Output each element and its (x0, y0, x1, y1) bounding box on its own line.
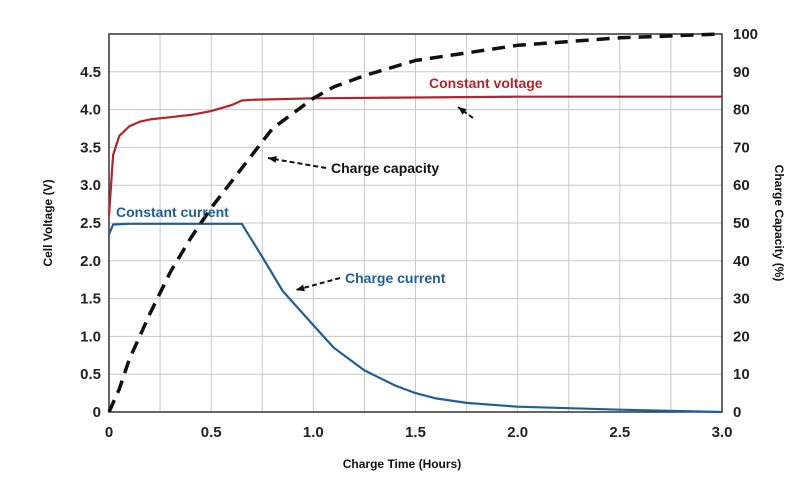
voltage-series-line (107, 95, 722, 216)
x-axis-title: Charge Time (Hours) (343, 457, 461, 471)
y2-tick-label: 70 (733, 139, 750, 156)
charge-capacity-arrow-head (268, 155, 277, 163)
y2-tick-label: 0 (733, 404, 741, 421)
annotation-arrows (267, 106, 474, 292)
tick-labels: 0 0.5 1.0 1.5 2.0 2.5 3.000.51.01.52.02.53.03.… (80, 26, 758, 441)
y-tick-label: 2.5 (80, 215, 101, 232)
charge-capacity-label: Charge capacity (331, 160, 439, 176)
y-axis-title: Cell Voltage (V) (41, 179, 55, 266)
constant-voltage-label: Constant voltage (429, 75, 543, 91)
constant-current-label: Constant current (116, 204, 229, 220)
y2-tick-label: 20 (733, 328, 750, 345)
y2-tick-label: 90 (733, 64, 750, 81)
x-tick-label: 1.5 (405, 424, 426, 441)
constant-voltage-arrow-line (457, 106, 474, 119)
x-tick-label: 1.0 (303, 424, 324, 441)
y-tick-label: 2.0 (80, 253, 101, 270)
charge-capacity-arrow-line (267, 157, 327, 169)
y-tick-label: 4.5 (80, 64, 101, 81)
x-tick-label: 2.0 (507, 424, 528, 441)
y-tick-label: 1.0 (80, 328, 101, 345)
y2-tick-label: 50 (733, 215, 750, 232)
y-tick-label: 1.5 (80, 291, 101, 308)
y2-tick-label: 10 (733, 366, 750, 383)
series-lines (107, 32, 723, 414)
y2-tick-label: 40 (733, 253, 750, 270)
capacity-series-line (107, 32, 723, 413)
x-tick-label: 0 (105, 424, 113, 441)
y-tick-label: 0 (93, 404, 101, 421)
y-tick-label: 3.0 (80, 177, 101, 194)
charge-current-arrow-head (296, 284, 305, 292)
y2-axis-title: Charge Capacity (%) (772, 165, 786, 282)
x-tick-label: 0.5 (201, 424, 222, 441)
y2-tick-label: 100 (733, 26, 758, 43)
plot-frame (108, 33, 723, 413)
y2-tick-label: 60 (733, 177, 750, 194)
current-series-line (107, 222, 723, 414)
y-tick-label: 0.5 (80, 366, 101, 383)
constant-voltage-arrow-head (458, 107, 467, 115)
y2-tick-label: 80 (733, 102, 750, 119)
x-tick-label: 2.5 (609, 424, 630, 441)
y2-tick-label: 30 (733, 291, 750, 308)
y-tick-label: 4.0 (80, 102, 101, 119)
y-tick-label: 3.5 (80, 139, 101, 156)
charge-current-label: Charge current (345, 270, 446, 286)
x-tick-label: 3.0 (712, 424, 733, 441)
